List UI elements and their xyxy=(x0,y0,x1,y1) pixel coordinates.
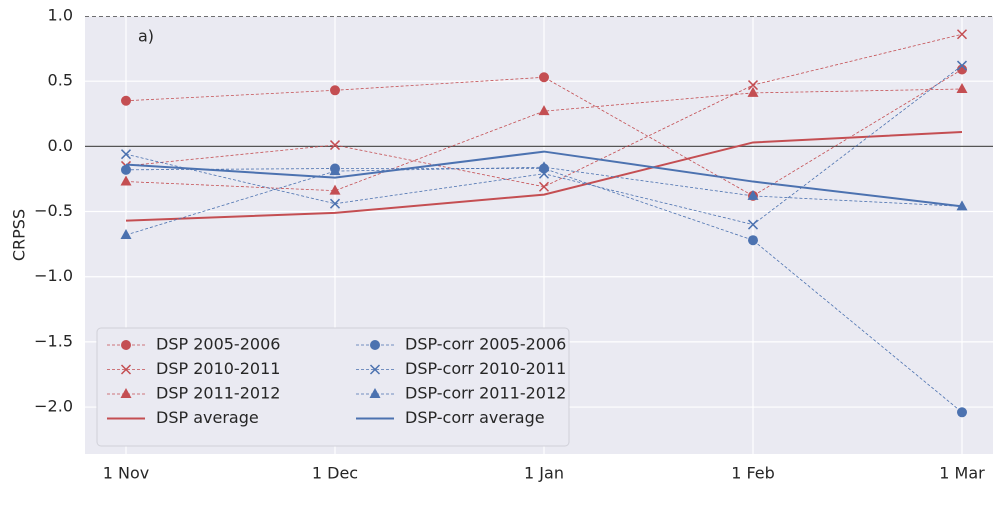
marker xyxy=(120,364,132,375)
marker xyxy=(747,189,759,200)
legend-label: DSP 2011-2012 xyxy=(156,384,280,403)
legend-label: DSP 2005-2006 xyxy=(156,335,280,354)
marker xyxy=(539,72,549,83)
marker xyxy=(121,164,131,175)
marker xyxy=(748,235,758,246)
series-line xyxy=(125,131,963,222)
marker xyxy=(120,388,132,398)
marker xyxy=(538,105,550,116)
y-tick-label: 0.5 xyxy=(48,71,73,90)
series-line xyxy=(125,150,963,208)
marker xyxy=(121,95,131,106)
y-tick-label: 1.0 xyxy=(48,6,73,25)
marker xyxy=(747,219,759,230)
marker xyxy=(329,140,341,151)
y-axis-label: CRPSS xyxy=(10,209,29,261)
legend-label: DSP-corr 2005-2006 xyxy=(405,335,566,354)
legend-box xyxy=(96,327,570,447)
marker xyxy=(329,184,341,195)
legend-label: DSP average xyxy=(156,408,259,427)
x-tick-label: 1 Dec xyxy=(312,464,358,483)
y-tick-label: −1.5 xyxy=(34,331,73,350)
marker xyxy=(329,165,341,176)
legend-label: DSP-corr 2011-2012 xyxy=(405,384,566,403)
marker xyxy=(538,161,550,172)
marker xyxy=(747,86,759,97)
y-tick-label: 0.0 xyxy=(48,136,73,155)
plot xyxy=(85,16,993,418)
marker xyxy=(956,60,968,71)
marker xyxy=(956,83,968,93)
marker xyxy=(370,340,380,350)
marker xyxy=(121,340,131,350)
x-tick-label: 1 Nov xyxy=(103,464,150,483)
marker xyxy=(538,181,550,192)
legend-label: DSP-corr 2010-2011 xyxy=(405,359,566,378)
x-tick-label: 1 Mar xyxy=(939,464,985,483)
y-tick-label: −2.0 xyxy=(34,397,73,416)
marker xyxy=(369,364,381,375)
legend-label: DSP 2010-2011 xyxy=(156,359,280,378)
legend: DSP 2005-2006 DSP 2010-2011 DSP 2011-2012 D… xyxy=(96,327,570,447)
marker xyxy=(369,388,381,398)
series-line xyxy=(125,69,963,197)
y-tick-label: −1.0 xyxy=(34,266,73,285)
marker xyxy=(120,149,132,160)
x-tick-label: 1 Feb xyxy=(731,464,775,483)
legend-label: DSP-corr average xyxy=(405,408,545,427)
annotation: a) xyxy=(138,27,154,46)
marker xyxy=(747,80,759,91)
series-line xyxy=(125,33,963,188)
marker xyxy=(957,407,967,418)
marker xyxy=(120,175,132,186)
marker xyxy=(329,198,341,209)
marker xyxy=(956,29,968,40)
x-tick-label: 1 Jan xyxy=(524,464,564,483)
marker xyxy=(330,85,340,96)
marker xyxy=(120,229,132,239)
y-tick-label: −0.5 xyxy=(34,201,73,220)
